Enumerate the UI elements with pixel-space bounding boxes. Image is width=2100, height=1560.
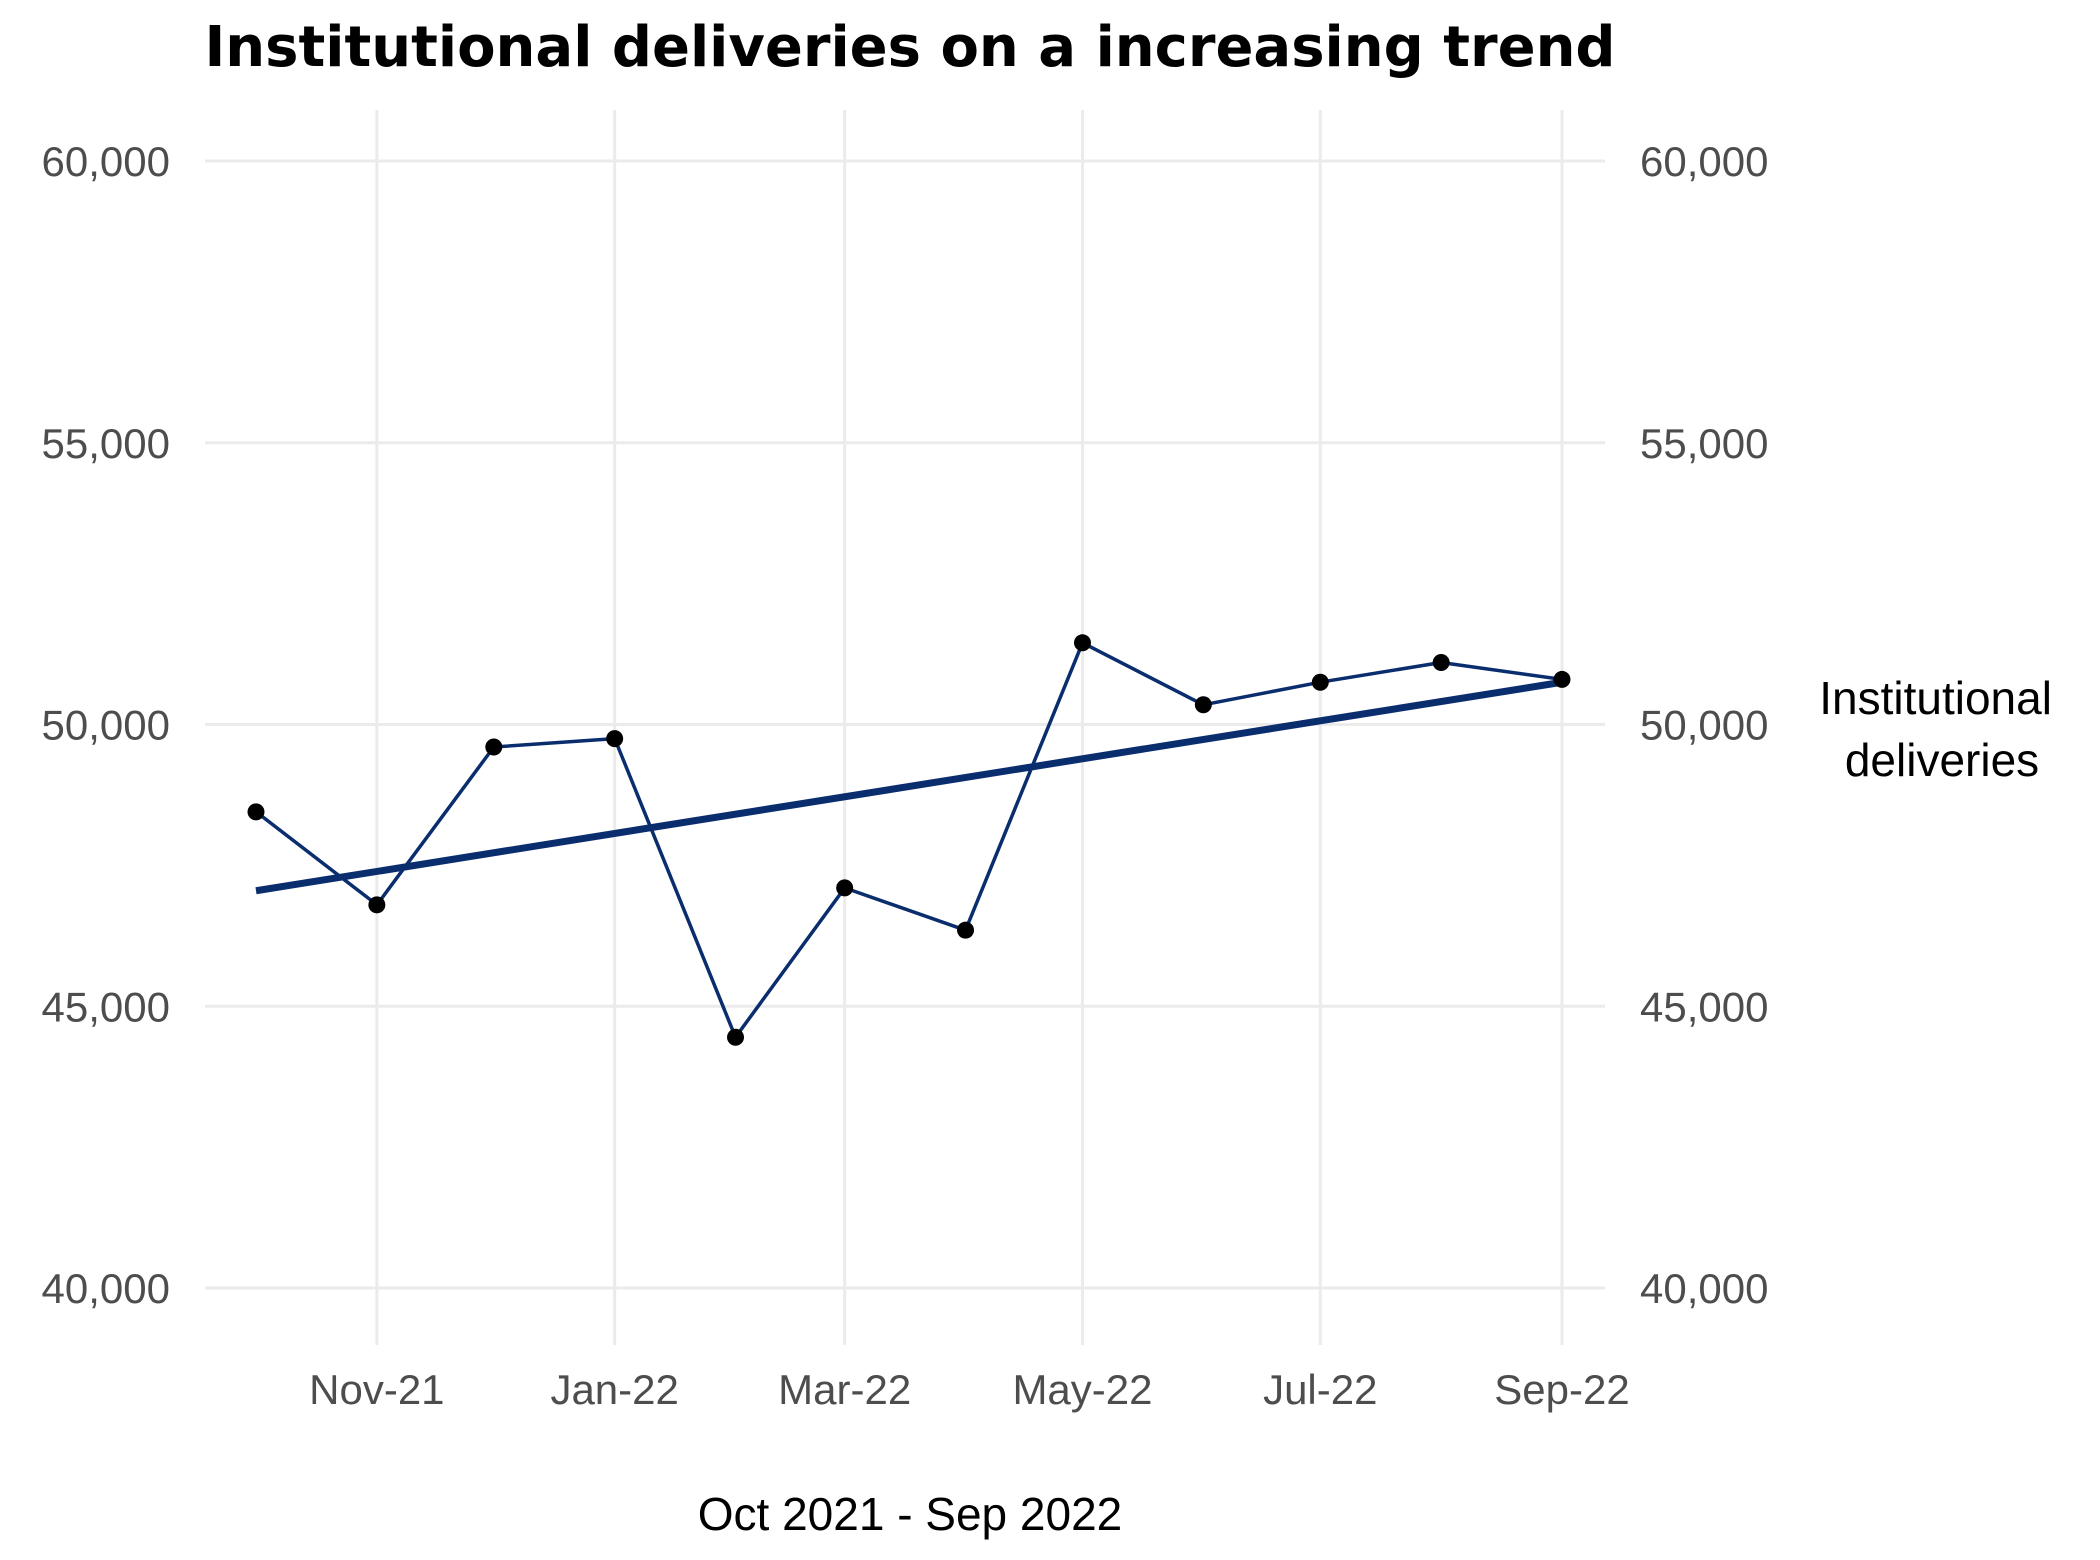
data-point: [836, 879, 854, 897]
x-tick-label: Nov-21: [309, 1366, 444, 1413]
data-point: [957, 921, 975, 939]
series-layer: [247, 634, 1571, 1046]
axis-labels: 40,000 40,000 45,000 45,000 50,000 50,000 55,0…: [42, 138, 1769, 1413]
y-tick-label-left: 50,000: [42, 702, 170, 749]
y-tick-label-left: 60,000: [42, 138, 170, 185]
data-point: [368, 896, 386, 914]
y-tick-label-right: 55,000: [1640, 420, 1768, 467]
series-name-line-2: deliveries: [1845, 734, 2039, 786]
data-point: [606, 730, 624, 748]
x-tick-label: Jan-22: [550, 1366, 678, 1413]
x-tick-label: Jul-22: [1263, 1366, 1377, 1413]
y-tick-label-left: 55,000: [42, 420, 170, 467]
chart-title: Institutional deliveries on a increasing…: [204, 15, 1615, 80]
x-tick-label: Sep-22: [1494, 1366, 1629, 1413]
y-tick-label-right: 50,000: [1640, 702, 1768, 749]
series-name-line-1: Institutional: [1819, 672, 2052, 724]
x-tick-label: Mar-22: [778, 1366, 911, 1413]
y-tick-label-right: 45,000: [1640, 983, 1768, 1030]
y-tick-label-left: 40,000: [42, 1265, 170, 1312]
y-tick-label-right: 40,000: [1640, 1265, 1768, 1312]
trend-line-layer: [255, 678, 1563, 895]
y-tick-label-right: 60,000: [1640, 138, 1768, 185]
x-tick-label: May-22: [1012, 1366, 1152, 1413]
data-point: [1432, 654, 1450, 672]
gridlines: [205, 110, 1605, 1345]
data-point: [1311, 673, 1329, 691]
data-point: [1194, 696, 1212, 714]
y-tick-label-left: 45,000: [42, 983, 170, 1030]
series-line: [254, 641, 1563, 1039]
series-name-label: Institutional deliveries: [1819, 672, 2064, 786]
data-point: [1553, 670, 1571, 688]
data-point: [485, 738, 503, 756]
x-axis-title: Oct 2021 - Sep 2022: [698, 1488, 1123, 1540]
data-point: [1073, 634, 1091, 652]
data-point: [247, 803, 265, 821]
data-point: [727, 1028, 745, 1046]
trend-line: [255, 678, 1563, 895]
